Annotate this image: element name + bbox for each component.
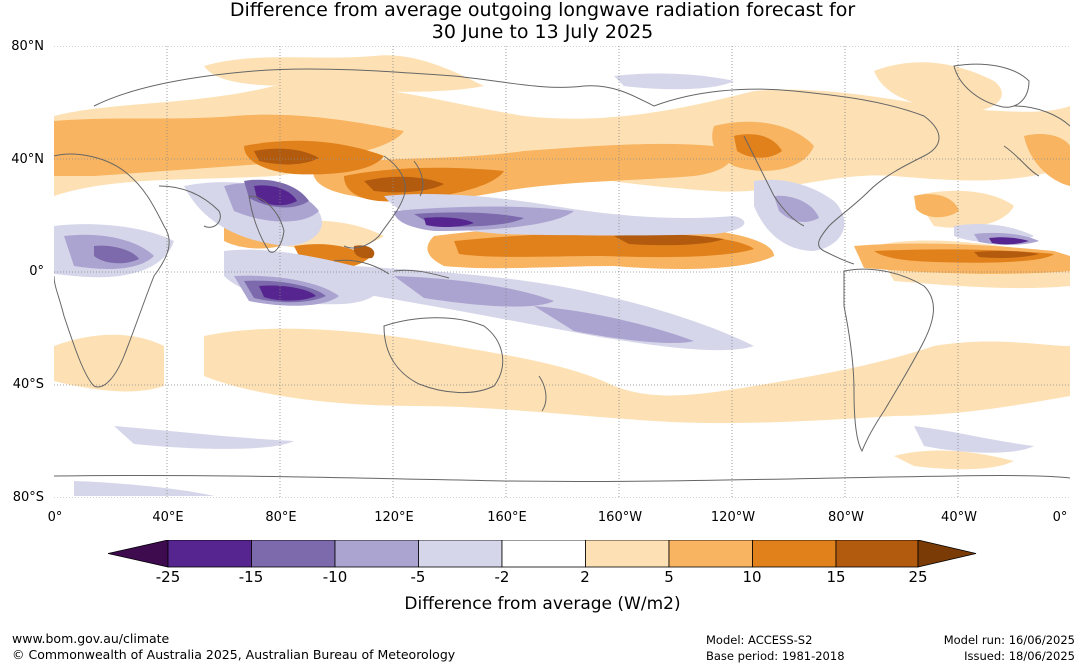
colorbar-bin-8: [752, 540, 837, 568]
lon-label-40w: 40°W: [941, 510, 977, 525]
anomaly-map: [54, 46, 1070, 498]
colorbar-tick: 5: [664, 568, 674, 586]
colorbar-bin-2: [251, 540, 336, 568]
lat-label-40n: 40°N: [11, 152, 44, 167]
colorbar-bin-6: [585, 540, 670, 568]
bom-url-link[interactable]: www.bom.gov.au/climate: [12, 631, 170, 646]
anomaly-negative-15-25: [254, 185, 1029, 301]
coastlines: [54, 63, 1070, 482]
lon-label-120w: 120°W: [710, 510, 756, 525]
model-name: Model: ACCESS-S2: [706, 633, 813, 647]
lon-label-80e: 80°E: [265, 510, 297, 525]
colorbar-tick: -10: [322, 568, 348, 586]
lat-label-40s: 40°S: [12, 377, 44, 392]
colorbar-tick: -5: [410, 568, 426, 586]
base-period: Base period: 1981-2018: [706, 649, 845, 663]
colorbar-bin-5: [501, 540, 586, 568]
colorbar-bin-9: [835, 540, 919, 568]
lon-label-40e: 40°E: [152, 510, 184, 525]
lon-label-0: 0°: [47, 510, 63, 525]
lon-label-80w: 80°W: [828, 510, 864, 525]
colorbar-tick: -2: [494, 568, 510, 586]
lat-label-80s: 80°S: [12, 490, 44, 505]
issued-date: Issued: 18/06/2025: [964, 649, 1075, 663]
colorbar-tick: 25: [908, 568, 928, 586]
colorbar-tick: 10: [742, 568, 762, 586]
copyright-text: © Commonwealth of Australia 2025, Austra…: [12, 647, 456, 662]
lon-label-0-right: 0°: [1052, 510, 1068, 525]
lon-label-120e: 120°E: [374, 510, 414, 525]
lon-label-160e: 160°E: [487, 510, 527, 525]
colorbar-bin-1: [167, 540, 252, 568]
map-title: Difference from average outgoing longwav…: [229, 0, 856, 21]
colorbar-bin-7: [668, 540, 753, 568]
lon-label-160w: 160°W: [597, 510, 643, 525]
graticule: [54, 46, 1070, 498]
colorbar-low-arrow: [108, 540, 169, 568]
anomaly-positive-15-25: [254, 148, 1039, 259]
colorbar-bin-4: [418, 540, 503, 568]
colorbar-tick: -25: [155, 568, 181, 586]
colorbar-label: Difference from average (W/m2): [404, 594, 681, 614]
colorbar-high-arrow: [917, 540, 977, 568]
colorbar-tick: -15: [238, 568, 264, 586]
colorbar-tick: 15: [826, 568, 846, 586]
model-run-date: Model run: 16/06/2025: [943, 633, 1075, 647]
lat-label-80n: 80°N: [11, 39, 44, 54]
colorbar: [108, 540, 977, 568]
map-subtitle: 30 June to 13 July 2025: [431, 21, 654, 43]
colorbar-bin-3: [334, 540, 419, 568]
lat-label-equator: 0°: [29, 264, 44, 279]
colorbar-tick: 2: [580, 568, 590, 586]
